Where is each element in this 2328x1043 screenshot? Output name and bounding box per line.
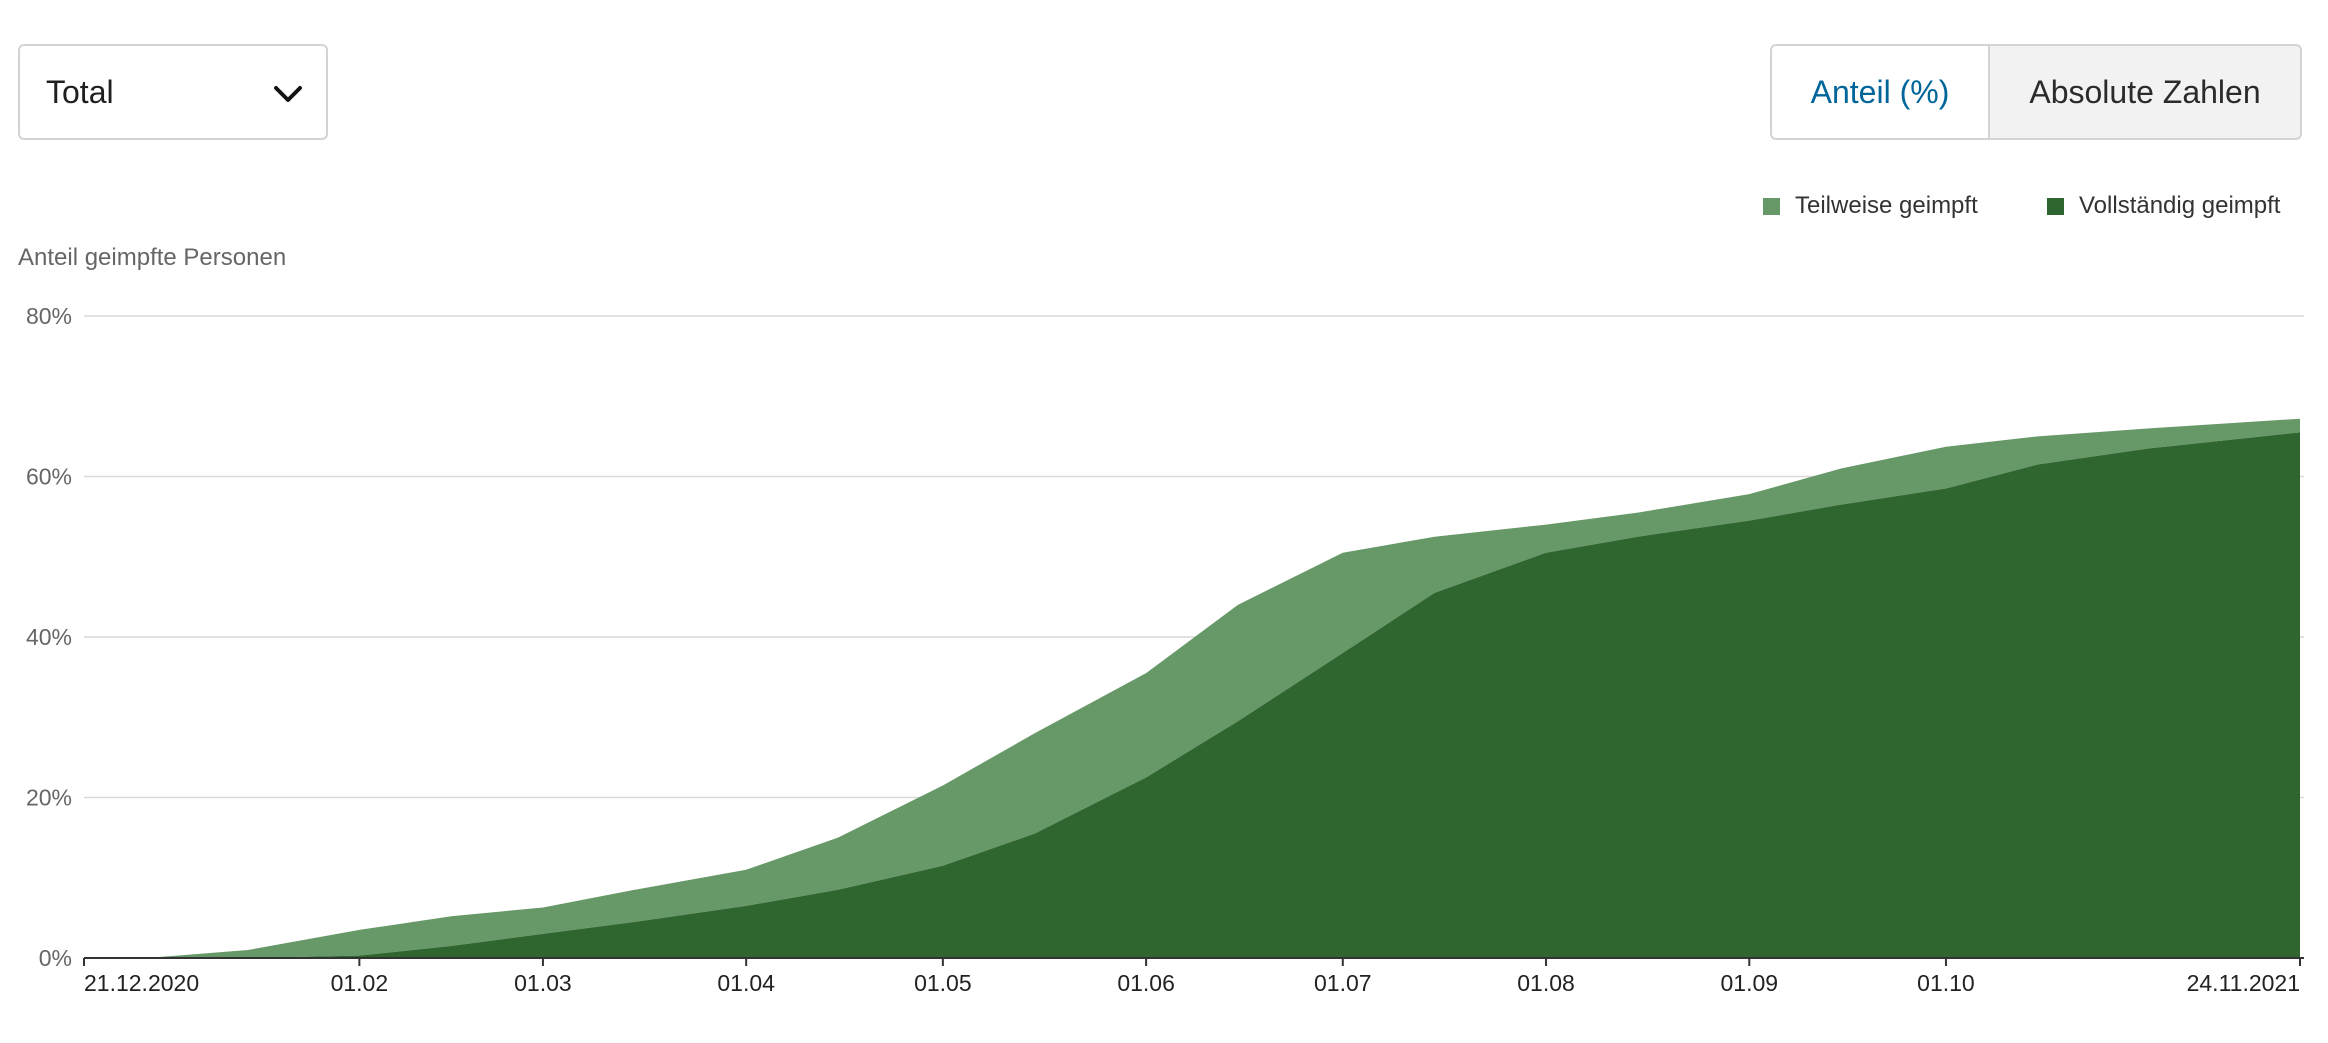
x-tick-label: 01.02: [331, 970, 389, 996]
x-tick-label: 01.09: [1720, 970, 1778, 996]
area-teilweise-geimpft: [84, 418, 2300, 959]
legend-label-partial: Teilweise geimpft: [1795, 192, 1978, 219]
legend-swatch-partial: [1763, 197, 1780, 215]
y-tick-label: 40%: [26, 624, 72, 650]
legend-item-partial: Teilweise geimpft: [1763, 190, 1978, 222]
y-tick-label: 20%: [26, 785, 72, 811]
x-tick-label: 21.12.2020: [84, 970, 199, 996]
y-axis-title: Anteil geimpfte Personen: [18, 244, 287, 271]
toggle-percent-label: Anteil (%): [1810, 73, 1950, 110]
x-tick-label: 01.06: [1117, 970, 1175, 996]
toggle-absolute-button[interactable]: Absolute Zahlen: [1988, 44, 2302, 140]
legend-item-full: Vollständig geimpft: [2047, 190, 2280, 222]
x-tick-label: 01.10: [1917, 970, 1975, 996]
dropdown-selected-value: Total: [46, 74, 114, 110]
chevron-down-icon: [274, 86, 302, 102]
x-tick-label: 01.03: [514, 970, 572, 996]
x-tick-label: 01.04: [717, 970, 775, 996]
toggle-absolute-label: Absolute Zahlen: [2029, 73, 2261, 110]
legend-swatch-full: [2047, 197, 2064, 215]
x-tick-label: 01.08: [1517, 970, 1575, 996]
y-tick-label: 80%: [26, 303, 72, 329]
legend-label-full: Vollständig geimpft: [2079, 192, 2281, 219]
toggle-percent-button[interactable]: Anteil (%): [1770, 44, 1990, 140]
y-tick-label: 0%: [39, 945, 72, 971]
x-tick-label: 01.07: [1314, 970, 1372, 996]
y-tick-label: 60%: [26, 464, 72, 490]
x-tick-label: 01.05: [914, 970, 972, 996]
area-vollstaendig-geimpft: [84, 432, 2300, 958]
group-select-dropdown[interactable]: Total: [18, 44, 328, 140]
x-tick-label: 24.11.2021: [2187, 970, 2300, 996]
